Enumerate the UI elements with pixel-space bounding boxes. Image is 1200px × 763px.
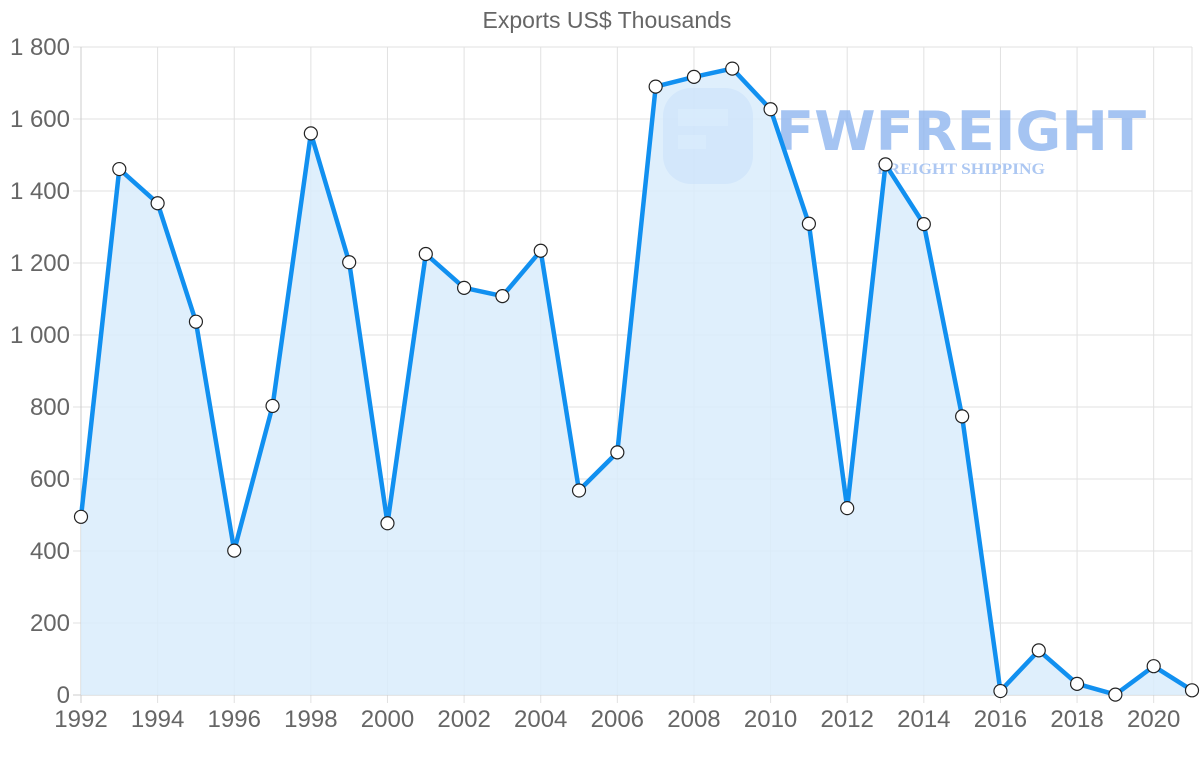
y-tick-label: 400 bbox=[30, 538, 70, 565]
data-point-2008[interactable] bbox=[686, 69, 702, 84]
data-point-1996[interactable] bbox=[227, 543, 242, 558]
x-tick-label: 2010 bbox=[744, 706, 797, 733]
watermark-tagline: FREIGHT SHIPPING bbox=[877, 161, 1046, 178]
data-line bbox=[78, 66, 1194, 697]
y-tick-label: 1 000 bbox=[10, 322, 70, 349]
x-axis: 1992 1994 1996 1998 2000 2002 2004 2006 2008 2010… bbox=[54, 706, 1180, 733]
x-tick-label: 2006 bbox=[591, 706, 644, 733]
data-point-1997[interactable] bbox=[265, 398, 280, 414]
data-point-2006[interactable] bbox=[610, 445, 625, 460]
y-tick-label: 1 400 bbox=[10, 178, 70, 205]
y-tick-label: 0 bbox=[57, 682, 70, 709]
data-point-2017[interactable] bbox=[1031, 643, 1046, 658]
data-point-2001[interactable] bbox=[418, 246, 433, 262]
y-tick-label: 600 bbox=[30, 466, 70, 493]
x-tick-label: 2008 bbox=[667, 706, 720, 733]
data-point-2011[interactable] bbox=[801, 216, 816, 231]
data-point-2007[interactable] bbox=[648, 79, 663, 94]
x-tick-label: 2014 bbox=[897, 706, 950, 733]
data-point-2004[interactable] bbox=[533, 243, 548, 258]
data-point-2015[interactable] bbox=[955, 409, 970, 424]
data-point-2003[interactable] bbox=[495, 289, 510, 304]
data-point-2014[interactable] bbox=[916, 217, 931, 232]
x-tick-label: 1996 bbox=[208, 706, 261, 733]
y-tick-label: 800 bbox=[30, 394, 70, 421]
data-point-2020[interactable] bbox=[1146, 659, 1161, 674]
data-point-2005[interactable] bbox=[571, 483, 587, 498]
data-point-2019[interactable] bbox=[1108, 687, 1123, 702]
x-tick-label: 2020 bbox=[1127, 706, 1180, 733]
x-tick-label: 2018 bbox=[1050, 706, 1103, 733]
data-point-2021[interactable] bbox=[1184, 683, 1200, 698]
x-tick-label: 1992 bbox=[54, 706, 107, 733]
y-tick-label: 1 200 bbox=[10, 250, 70, 277]
data-point-2000[interactable] bbox=[380, 516, 395, 531]
x-tick-label: 2002 bbox=[437, 706, 490, 733]
x-tick-label: 2000 bbox=[361, 706, 414, 733]
data-point-1994[interactable] bbox=[150, 196, 165, 211]
chart-title: Exports US$ Thousands bbox=[482, 7, 732, 33]
area-fill bbox=[81, 68, 1192, 696]
data-point-1992[interactable] bbox=[73, 509, 89, 524]
x-tick-label: 2012 bbox=[821, 706, 874, 733]
data-point-1998[interactable] bbox=[303, 126, 318, 141]
y-axis: 0 200 400 600 800 1 000 1 200 1 400 1 600 1 800 bbox=[10, 34, 70, 709]
x-tick-label: 1998 bbox=[284, 706, 337, 733]
data-point-2013[interactable] bbox=[878, 157, 893, 172]
data-point-2009[interactable] bbox=[725, 61, 740, 76]
data-points bbox=[73, 61, 1200, 702]
data-point-2018[interactable] bbox=[1069, 676, 1085, 691]
y-tick-label: 1 600 bbox=[10, 106, 70, 133]
x-tick-label: 2004 bbox=[514, 706, 567, 733]
y-tick-label: 200 bbox=[30, 610, 70, 637]
data-point-2010[interactable] bbox=[763, 102, 778, 117]
data-point-2002[interactable] bbox=[457, 280, 472, 295]
data-point-2012[interactable] bbox=[840, 501, 855, 516]
x-tick-label: 2016 bbox=[974, 706, 1027, 733]
watermark-brand: FWFREIGHT bbox=[776, 100, 1146, 163]
data-point-1999[interactable] bbox=[342, 255, 357, 270]
data-point-1993[interactable] bbox=[112, 161, 127, 177]
data-point-1995[interactable] bbox=[188, 314, 204, 329]
y-tick-label: 1 800 bbox=[10, 34, 70, 61]
x-tick-label: 1994 bbox=[131, 706, 184, 733]
data-point-2016[interactable] bbox=[993, 683, 1008, 699]
